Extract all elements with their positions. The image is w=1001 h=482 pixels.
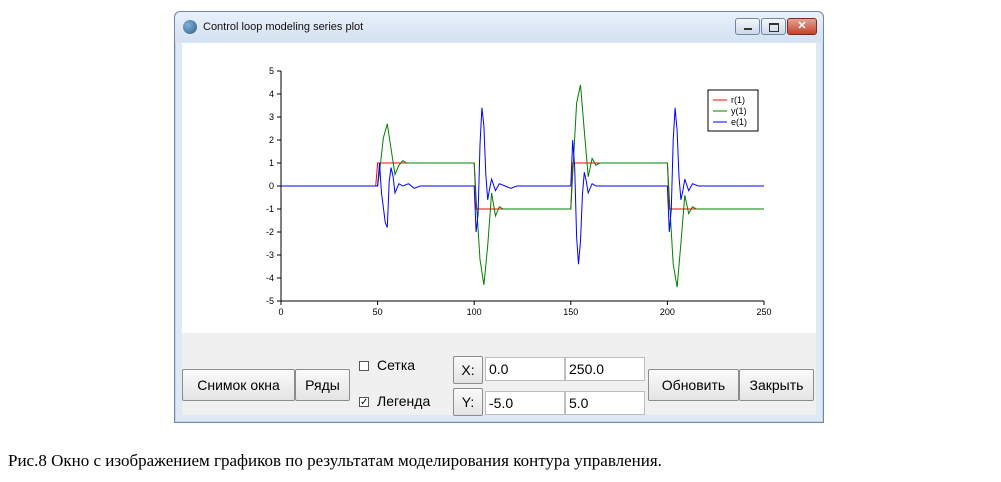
maximize-icon xyxy=(769,23,779,32)
minimize-button[interactable] xyxy=(735,18,760,35)
x-tick-label: 200 xyxy=(660,307,675,317)
x-min-field[interactable]: 0.0 xyxy=(485,357,565,381)
legend-entry: r(1) xyxy=(731,95,745,105)
y-tick-label: 0 xyxy=(269,181,274,191)
x-tick-label: 0 xyxy=(278,307,283,317)
close-icon: ✕ xyxy=(797,20,807,32)
x-max-field[interactable]: 250.0 xyxy=(565,357,645,381)
figure-caption: Рис.8 Окно с изображением графиков по ре… xyxy=(8,451,662,470)
y-tick-label: 2 xyxy=(269,135,274,145)
y-tick-label: 1 xyxy=(269,158,274,168)
grid-label: Сетка xyxy=(377,357,416,373)
y-range-button[interactable]: Y: xyxy=(453,388,483,416)
series-line-y(1) xyxy=(281,84,764,288)
x-tick-label: 50 xyxy=(373,307,383,317)
y-tick-label: -1 xyxy=(266,204,274,214)
plot-window: Control loop modeling series plot ✕ 5 4 3 2… xyxy=(174,11,824,423)
legend-entry: y(1) xyxy=(731,106,747,116)
y-tick-label: -2 xyxy=(266,227,274,237)
x-tick-label: 100 xyxy=(467,307,482,317)
refresh-button[interactable]: Обновить xyxy=(648,369,739,401)
x-tick-label: 150 xyxy=(563,307,578,317)
close-window-button[interactable]: ✕ xyxy=(787,18,817,35)
snapshot-button[interactable]: Снимок окна xyxy=(182,369,295,401)
y-max-field[interactable]: 5.0 xyxy=(565,391,645,415)
window-title: Control loop modeling series plot xyxy=(203,21,364,33)
legend-label: Легенда xyxy=(377,393,431,409)
client-area: 5 4 3 2 1 0 -1 -2 -3 -4 -5 0 50 100 150 200 250 r(1) y(1) e… xyxy=(182,43,816,416)
series-line-e(1) xyxy=(281,107,764,265)
y-tick-label: 3 xyxy=(269,112,274,122)
line-chart: 5 4 3 2 1 0 -1 -2 -3 -4 -5 0 50 100 150 200 250 r(1)y(1)e… xyxy=(266,66,772,317)
y-tick-label: -3 xyxy=(266,250,274,260)
y-tick-label: -5 xyxy=(266,296,274,306)
x-range-button[interactable]: X: xyxy=(453,356,483,384)
app-globe-icon xyxy=(183,20,197,34)
title-bar[interactable]: Control loop modeling series plot ✕ xyxy=(175,12,823,42)
legend-checkbox[interactable]: ✓ xyxy=(359,397,369,408)
minimize-icon xyxy=(744,28,752,30)
grid-checkbox[interactable] xyxy=(359,361,369,371)
x-tick-label: 250 xyxy=(756,307,771,317)
y-tick-label: 5 xyxy=(269,66,274,76)
legend-entry: e(1) xyxy=(731,117,747,127)
close-button[interactable]: Закрыть xyxy=(739,369,814,401)
y-tick-label: 4 xyxy=(269,89,274,99)
y-min-field[interactable]: -5.0 xyxy=(485,391,565,415)
plot-area: 5 4 3 2 1 0 -1 -2 -3 -4 -5 0 50 100 150 200 250 r(1) y(1) e… xyxy=(182,43,816,333)
y-tick-label: -4 xyxy=(266,273,274,283)
series-button[interactable]: Ряды xyxy=(295,369,350,401)
maximize-button[interactable] xyxy=(761,18,786,35)
